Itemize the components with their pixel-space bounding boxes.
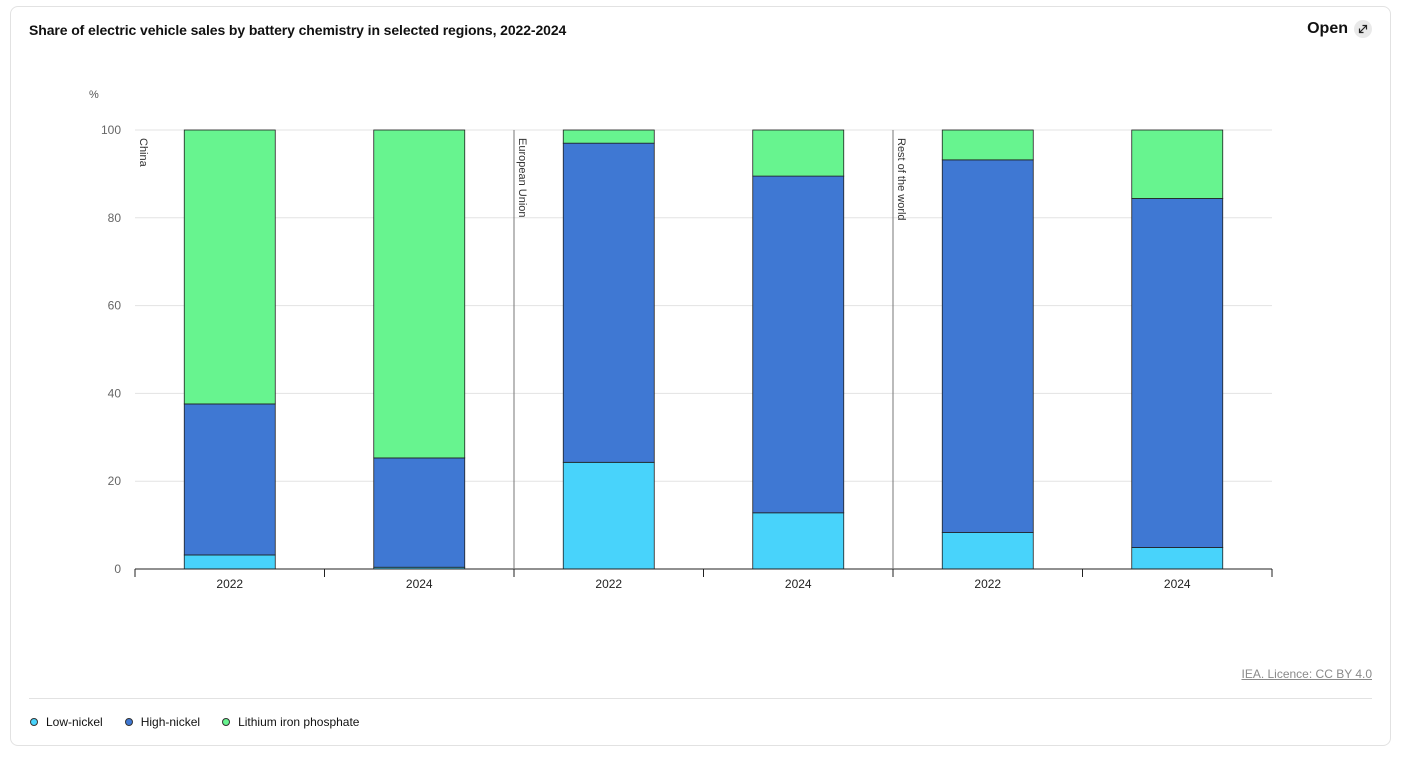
y-tick-label: 40 [108,386,122,400]
x-tick-label: 2024 [1164,577,1191,591]
bar-lfp [941,129,1034,161]
bar-high-nickel [562,142,655,463]
x-tick-label: 2022 [974,577,1001,591]
licence-link[interactable]: IEA. Licence: CC BY 4.0 [1241,667,1372,681]
bar-high-nickel [183,403,276,556]
group-label: China [137,138,149,168]
bar-lfp [183,129,276,405]
legend-divider [29,698,1372,699]
bar-lfp [1131,129,1224,199]
open-button[interactable]: Open [1307,20,1372,38]
bar-high-nickel [373,457,466,568]
x-tick-label: 2024 [406,577,433,591]
legend-item-high-nickel[interactable]: High-nickel [124,715,201,729]
bar-high-nickel [1131,198,1224,548]
bar-lfp [373,129,466,459]
legend-swatch-lfp [222,718,231,726]
legend-label-high-nickel: High-nickel [140,715,201,729]
x-tick-label: 2022 [595,577,622,591]
bar-high-nickel [752,175,845,514]
x-tick-label: 2022 [216,577,243,591]
legend-label-low-nickel: Low-nickel [46,715,103,729]
group-label: Rest of the world [895,138,907,221]
bar-low-nickel [1131,547,1224,570]
legend-label-lfp: Lithium iron phosphate [238,715,360,729]
legend-swatch-high-nickel [124,718,133,726]
bar-lfp [562,129,655,144]
bar-high-nickel [941,159,1034,533]
y-tick-label: 80 [108,211,122,225]
open-button-label: Open [1307,20,1348,37]
bar-low-nickel [562,461,655,570]
x-tick-label: 2024 [785,577,812,591]
stacked-bar-chart: 0 20 40 60 80 100% 2022 2024 2022 2024 2022 2024 Chi… [89,89,1273,591]
legend-item-lfp[interactable]: Lithium iron phosphate [222,715,359,729]
y-tick-label: 0 [114,562,121,576]
bar-lfp [752,129,845,177]
bar-low-nickel [941,532,1034,570]
legend: Low-nickel High-nickel Lithium iron phos… [30,715,359,729]
group-label: European Union [516,138,528,218]
bar-low-nickel [752,512,845,570]
bar-low-nickel [183,554,276,570]
legend-item-low-nickel[interactable]: Low-nickel [30,715,103,729]
chart-title: Share of electric vehicle sales by batte… [29,22,567,38]
y-tick-label: 100 [101,123,121,137]
legend-swatch-low-nickel [30,718,38,726]
y-axis-label: % [89,89,99,101]
y-tick-label: 20 [108,474,122,488]
y-tick-label: 60 [108,299,122,313]
expand-arrow-icon [1354,20,1372,38]
